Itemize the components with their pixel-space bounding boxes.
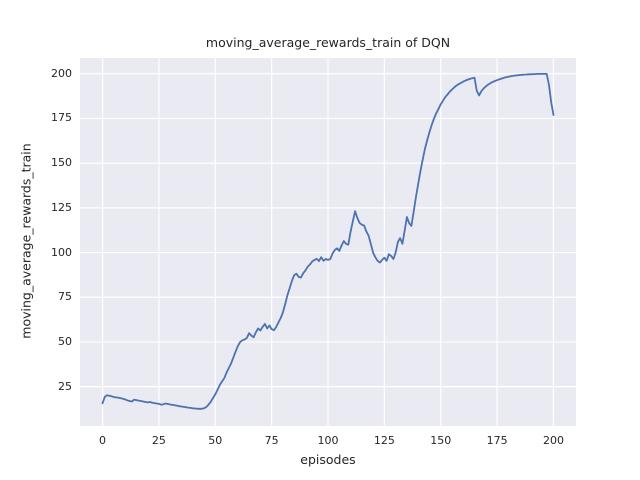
- y-axis-label: moving_average_rewards_train: [18, 143, 34, 339]
- chart-title: moving_average_rewards_train of DQN: [205, 35, 451, 50]
- series-line: [101, 73, 555, 410]
- x-axis-label: episodes: [300, 452, 356, 467]
